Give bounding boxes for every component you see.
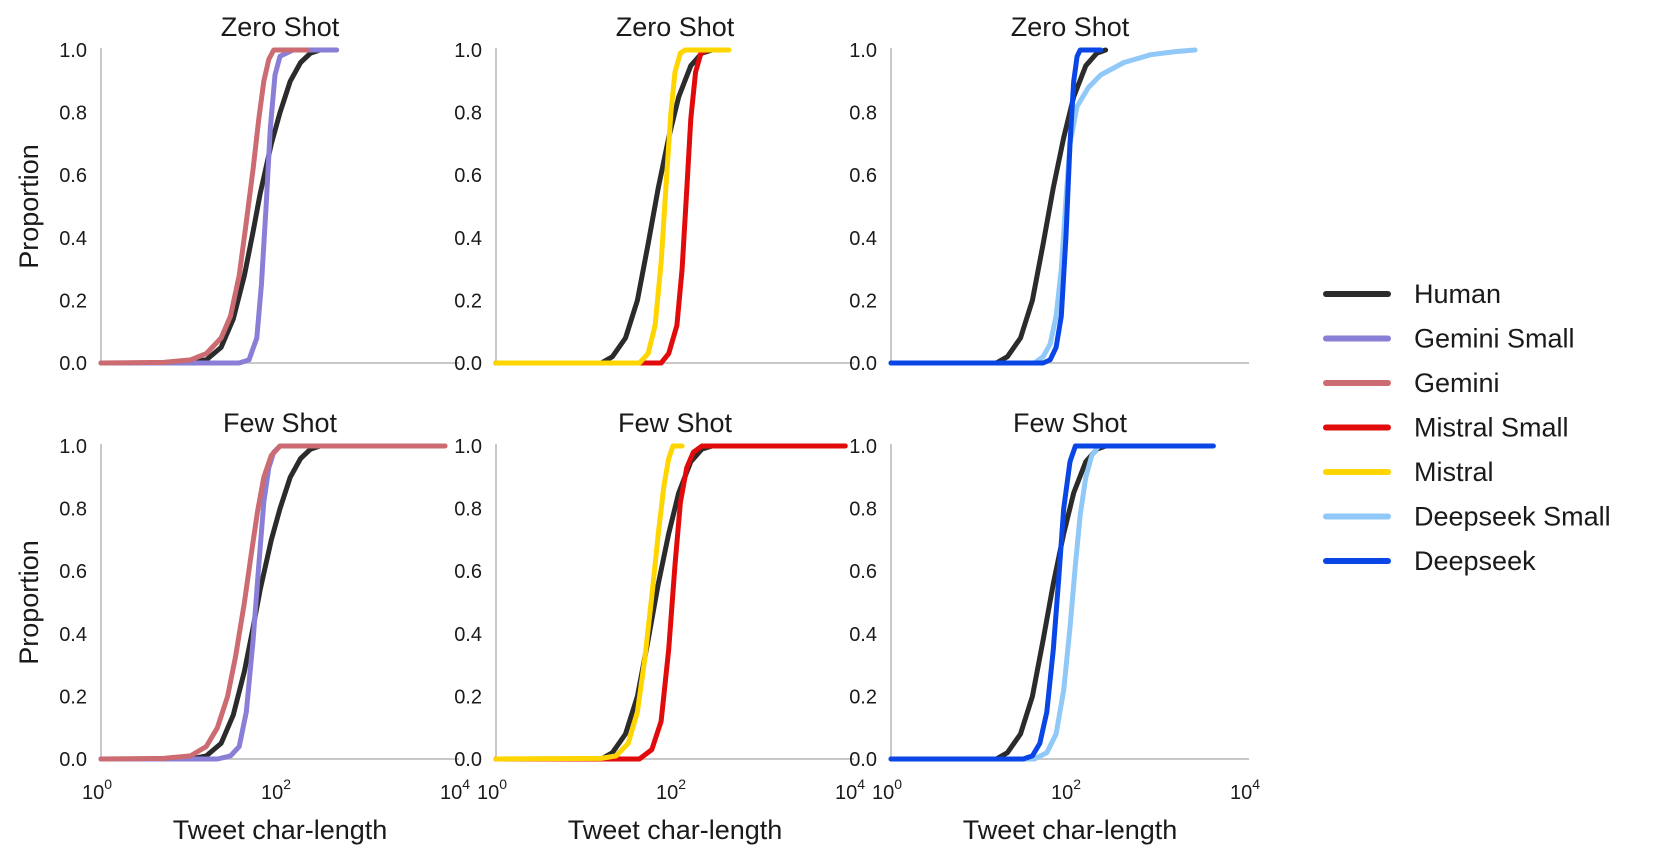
x-tick-label: 102 bbox=[1051, 776, 1081, 804]
series-line-deepseek bbox=[888, 443, 1216, 762]
y-tick-label: 0.0 bbox=[849, 353, 877, 375]
series-line-human bbox=[98, 47, 323, 366]
series-line-mistral-small bbox=[493, 47, 721, 366]
legend-label: Deepseek Small bbox=[1414, 502, 1611, 532]
legend-label: Mistral Small bbox=[1414, 413, 1569, 443]
legend-item-gemini-small: Gemini Small bbox=[1323, 324, 1575, 354]
series-line-deepseek-small bbox=[888, 443, 1116, 762]
chart-panels: Zero Shot0.00.20.40.60.81.0ProportionZer… bbox=[14, 12, 1260, 845]
y-tick-label: 0.4 bbox=[849, 228, 877, 250]
panel-3: Zero Shot 0.0 0.2 0.4 0.6 0.8 1.0 bbox=[849, 12, 1249, 375]
y-tick-label: 0.6 bbox=[849, 561, 877, 583]
legend-item-human: Human bbox=[1323, 279, 1501, 309]
y-tick-label: 0.8 bbox=[849, 103, 877, 125]
series-line-gemini-small bbox=[98, 443, 299, 762]
x-tick-label: 104 bbox=[835, 776, 865, 804]
y-tick-label: 0.0 bbox=[59, 353, 87, 375]
y-tick-label: 0.0 bbox=[59, 749, 87, 771]
series-line-mistral bbox=[493, 443, 685, 762]
y-tick-label: 1.0 bbox=[59, 436, 87, 458]
series-line-human bbox=[888, 443, 1109, 762]
panel-title: Zero Shot bbox=[616, 12, 735, 42]
panel-title: Few Shot bbox=[223, 408, 338, 438]
y-tick-label: 0.2 bbox=[59, 686, 87, 708]
x-tick-label: 100 bbox=[872, 776, 902, 804]
y-tick-label: 1.0 bbox=[59, 40, 87, 62]
panel-6: Few Shot 0.0 0.2 0.4 0.6 0.8 1.0 100 102 104 Tweet… bbox=[849, 408, 1260, 845]
panel-title: Few Shot bbox=[618, 408, 733, 438]
legend-item-mistral: Mistral bbox=[1323, 457, 1494, 487]
legend-label: Mistral bbox=[1414, 457, 1494, 487]
panel-4: Few Shot 0.0 0.2 0.4 0.6 0.8 1.0 Proportion 100 1… bbox=[14, 408, 470, 845]
panel-title: Zero Shot bbox=[1011, 12, 1130, 42]
y-tick-label: 0.0 bbox=[849, 749, 877, 771]
y-tick-label: 0.2 bbox=[454, 290, 482, 312]
series-line-deepseek-small bbox=[888, 47, 1198, 366]
y-tick-label: 0.8 bbox=[454, 103, 482, 125]
x-axis-label: Tweet char-length bbox=[963, 815, 1178, 845]
series-line-mistral-small bbox=[493, 443, 848, 762]
series-line-deepseek bbox=[888, 47, 1104, 366]
y-axis-label: Proportion bbox=[14, 144, 44, 269]
panel-title: Zero Shot bbox=[221, 12, 340, 42]
y-tick-label: 0.8 bbox=[454, 499, 482, 521]
legend-item-mistral-small: Mistral Small bbox=[1323, 413, 1569, 443]
x-tick-label: 100 bbox=[477, 776, 507, 804]
panel-5: Few Shot 0.0 0.2 0.4 0.6 0.8 1.0 100 102 104 Tweet… bbox=[454, 408, 865, 845]
y-tick-label: 0.6 bbox=[454, 561, 482, 583]
series-line-human bbox=[888, 47, 1109, 366]
y-tick-label: 0.0 bbox=[454, 353, 482, 375]
x-tick-label: 100 bbox=[82, 776, 112, 804]
legend: Human Gemini Small Gemini Mistral Small Mist… bbox=[1323, 279, 1611, 576]
y-tick-label: 0.8 bbox=[59, 103, 87, 125]
panel-title: Few Shot bbox=[1013, 408, 1128, 438]
x-axis-label: Tweet char-length bbox=[173, 815, 388, 845]
legend-label: Deepseek bbox=[1414, 546, 1536, 576]
y-tick-label: 0.8 bbox=[59, 499, 87, 521]
legend-item-deepseek: Deepseek bbox=[1323, 546, 1536, 576]
y-tick-label: 0.6 bbox=[454, 165, 482, 187]
y-tick-label: 0.4 bbox=[454, 624, 482, 646]
series-line-human bbox=[493, 47, 715, 366]
y-tick-label: 0.4 bbox=[849, 624, 877, 646]
y-tick-label: 0.8 bbox=[849, 499, 877, 521]
legend-label: Gemini bbox=[1414, 368, 1500, 398]
y-tick-label: 0.2 bbox=[454, 686, 482, 708]
y-tick-label: 1.0 bbox=[849, 436, 877, 458]
x-axis-label: Tweet char-length bbox=[568, 815, 783, 845]
y-tick-label: 0.2 bbox=[59, 290, 87, 312]
y-tick-label: 0.4 bbox=[59, 624, 87, 646]
y-tick-label: 0.6 bbox=[849, 165, 877, 187]
series-line-human bbox=[98, 443, 323, 762]
y-tick-label: 0.4 bbox=[454, 228, 482, 250]
y-tick-label: 0.6 bbox=[59, 561, 87, 583]
panel-2: Zero Shot 0.0 0.2 0.4 0.6 0.8 1.0 bbox=[454, 12, 854, 375]
y-tick-label: 0.6 bbox=[59, 165, 87, 187]
legend-label: Human bbox=[1414, 279, 1501, 309]
y-tick-label: 0.2 bbox=[849, 290, 877, 312]
x-tick-label: 102 bbox=[261, 776, 291, 804]
x-tick-label: 102 bbox=[656, 776, 686, 804]
series-line-gemini bbox=[98, 443, 448, 762]
legend-item-deepseek-small: Deepseek Small bbox=[1323, 502, 1611, 532]
y-tick-label: 0.4 bbox=[59, 228, 87, 250]
y-tick-label: 1.0 bbox=[454, 436, 482, 458]
legend-item-gemini: Gemini bbox=[1323, 368, 1500, 398]
x-tick-label: 104 bbox=[1230, 776, 1260, 804]
series-line-mistral bbox=[493, 47, 732, 366]
y-axis-label: Proportion bbox=[14, 540, 44, 665]
series-line-gemini-small bbox=[98, 47, 340, 366]
series-line-gemini bbox=[98, 47, 310, 366]
y-tick-label: 1.0 bbox=[454, 40, 482, 62]
y-tick-label: 0.0 bbox=[454, 749, 482, 771]
y-tick-label: 0.2 bbox=[849, 686, 877, 708]
y-tick-label: 1.0 bbox=[849, 40, 877, 62]
panel-1: Zero Shot 0.0 0.2 0.4 0.6 0.8 1.0 Proportion bbox=[14, 12, 459, 375]
x-tick-label: 104 bbox=[440, 776, 470, 804]
legend-label: Gemini Small bbox=[1414, 324, 1575, 354]
